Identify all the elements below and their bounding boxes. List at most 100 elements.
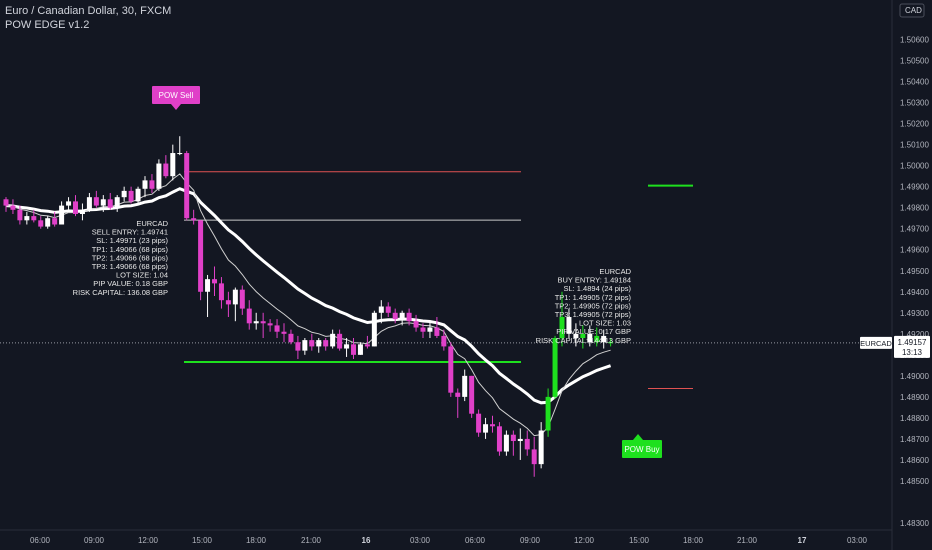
candle-body [483, 424, 489, 433]
candle-body [448, 346, 454, 393]
price-tag-value: 1.49157 [898, 338, 927, 347]
candle-body [177, 153, 183, 155]
x-tick-label: 15:00 [192, 536, 213, 545]
candle-body [59, 205, 65, 225]
candle-body [538, 430, 544, 465]
y-tick-label: 1.49400 [900, 288, 929, 297]
candle-body [79, 209, 85, 214]
price-axis: 1.48300 1.48500 1.48600 1.48700 1.48800 1.489… [860, 0, 932, 550]
fast-moving-average [5, 173, 611, 437]
candle-body [281, 331, 287, 334]
candle-body [378, 306, 384, 313]
moving-averages [5, 173, 612, 437]
sell-info-line: SL: 1.49971 (23 pips) [96, 236, 168, 245]
candle-body [566, 317, 572, 334]
candle-body [198, 220, 204, 292]
buy-info-line: TP2: 1.49905 (72 pips) [555, 301, 632, 310]
candle-body [295, 342, 301, 351]
y-tick-label: 1.50600 [900, 36, 929, 45]
candle-body [580, 333, 586, 339]
candles [3, 136, 614, 477]
x-tick-label: 09:00 [520, 536, 541, 545]
sell-info-line: RISK CAPITAL: 136.08 GBP [73, 288, 168, 297]
candle-body [170, 153, 176, 177]
candle-body [594, 335, 600, 343]
candle-body [218, 283, 224, 301]
y-tick-label: 1.50100 [900, 141, 929, 150]
chart-title: Euro / Canadian Dollar, 30, FXCM [5, 5, 172, 17]
x-tick-label: 21:00 [737, 536, 758, 545]
candle-body [545, 396, 551, 431]
candle-body [323, 340, 329, 347]
candle-body [309, 340, 315, 347]
y-tick-label: 1.49500 [900, 267, 929, 276]
candle-body [135, 188, 141, 202]
currency-box [899, 3, 925, 18]
candle-body [142, 180, 148, 189]
x-tick-label: 03:00 [847, 536, 868, 545]
candle-body [66, 201, 72, 206]
candle-body [371, 312, 377, 347]
y-tick-label: 1.50300 [900, 99, 929, 108]
y-tick-label: 1.49900 [900, 183, 929, 192]
candle-body [510, 434, 516, 442]
candle-body [253, 321, 259, 324]
candle-body [364, 344, 370, 347]
x-tick-label: 15:00 [629, 536, 650, 545]
y-tick-label: 1.50500 [900, 57, 929, 66]
indicator-name: POW EDGE v1.2 [5, 19, 90, 31]
sell-info-line: LOT SIZE: 1.04 [116, 271, 168, 280]
x-tick-label: 06:00 [30, 536, 51, 545]
currency-label: CAD [905, 6, 922, 15]
candle-body [205, 279, 211, 292]
candle-body [420, 327, 426, 332]
sell-signal-label: POW Sell [159, 91, 194, 100]
candle-body [191, 218, 197, 221]
candle-body [462, 375, 468, 397]
sell-info-line: EURCAD [136, 219, 168, 228]
price-tag-countdown: 13:13 [902, 348, 923, 357]
candle-body [559, 317, 565, 339]
candle-body [31, 216, 37, 221]
x-tick-label: 06:00 [465, 536, 486, 545]
time-axis: 06:00 09:00 12:00 15:00 18:00 21:00 16 03:00 06:… [0, 529, 892, 545]
candle-body [52, 218, 58, 225]
candle-body [316, 340, 322, 347]
candle-body [302, 340, 308, 351]
candle-body [517, 438, 523, 442]
candle-body [434, 327, 440, 336]
candle-body [93, 197, 99, 206]
y-tick-label: 1.48900 [900, 393, 929, 402]
buy-info-line: EURCAD [599, 267, 631, 276]
candle-body [121, 190, 127, 198]
buy-info-line: RISK CAPITAL: 144.13 GBP [536, 336, 631, 345]
sell-info-line: PIP VALUE: 0.18 GBP [93, 279, 168, 288]
buy-info-line: SL: 1.4894 (24 pips) [563, 284, 631, 293]
buy-signal-pointer [633, 434, 643, 440]
candle-body [601, 335, 607, 343]
candle-body [385, 306, 391, 313]
y-tick-label: 1.49200 [900, 330, 929, 339]
candle-body [239, 289, 245, 309]
y-tick-label: 1.50000 [900, 162, 929, 171]
candle-body [128, 190, 134, 202]
y-tick-label: 1.48600 [900, 456, 929, 465]
buy-info-line: TP1: 1.49905 (72 pips) [555, 293, 632, 302]
symbol-tag-label: EURCAD [860, 339, 892, 348]
candle-body [587, 333, 593, 343]
y-tick-label: 1.49800 [900, 204, 929, 213]
candle-body [246, 308, 252, 324]
x-tick-label: 12:00 [574, 536, 595, 545]
candle-body [45, 218, 51, 227]
candle-body [3, 199, 9, 206]
sell-info-line: TP1: 1.49066 (68 pips) [92, 245, 169, 254]
candle-body [267, 323, 273, 326]
candle-body [413, 321, 419, 328]
buy-signal-label: POW Buy [624, 445, 659, 454]
candle-body [232, 289, 238, 305]
candle-body [100, 199, 106, 206]
x-tick-label: 18:00 [683, 536, 704, 545]
candle-body [38, 220, 44, 227]
candle-body [337, 333, 343, 349]
